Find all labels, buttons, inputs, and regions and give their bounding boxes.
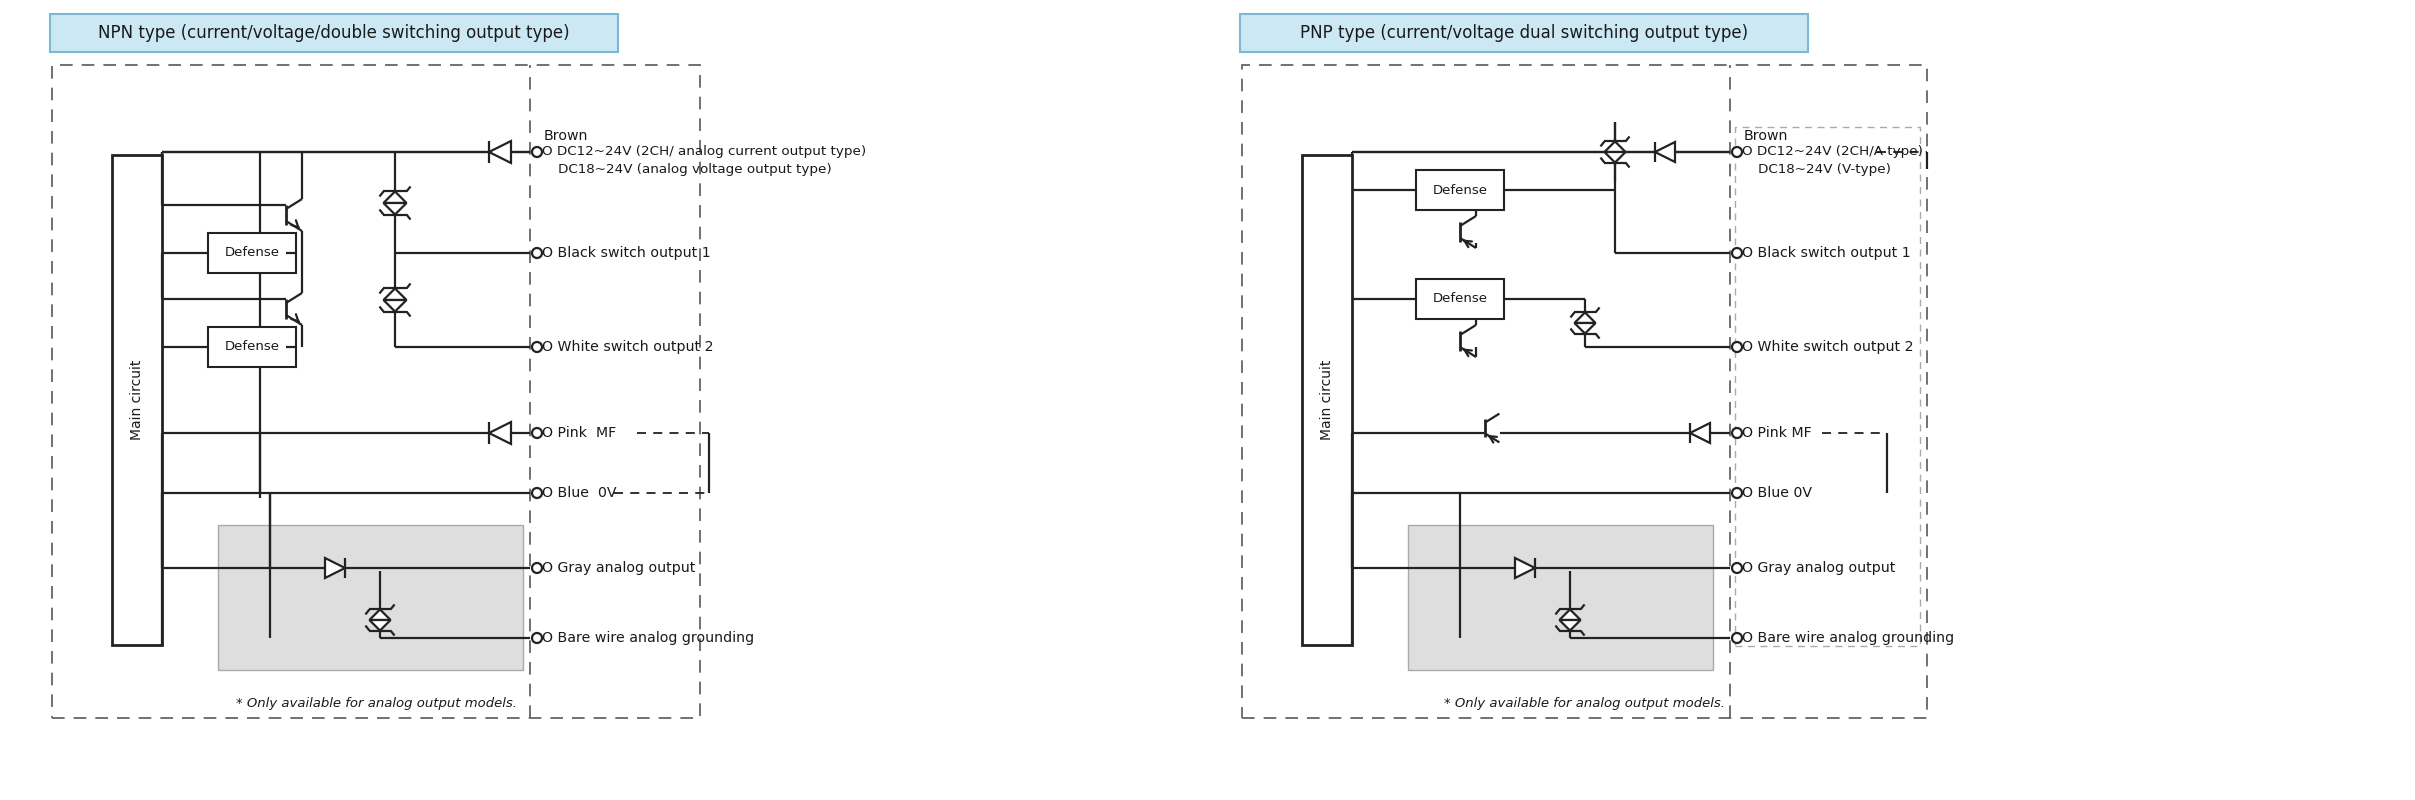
Text: Defense: Defense <box>225 246 280 259</box>
Circle shape <box>1732 428 1741 438</box>
Polygon shape <box>1604 152 1625 162</box>
Bar <box>1415 279 1505 319</box>
Bar <box>1734 127 1920 646</box>
Text: NPN type (current/voltage/double switching output type): NPN type (current/voltage/double switchi… <box>99 24 570 42</box>
Text: O Black switch output 1: O Black switch output 1 <box>1741 246 1910 260</box>
Text: O Pink MF: O Pink MF <box>1741 426 1811 440</box>
Circle shape <box>1732 563 1741 573</box>
Circle shape <box>531 147 541 157</box>
Text: Defense: Defense <box>1432 183 1488 197</box>
Text: O White switch output 2: O White switch output 2 <box>1741 340 1913 354</box>
Polygon shape <box>384 300 406 311</box>
Bar <box>208 233 297 273</box>
Text: O Blue  0V: O Blue 0V <box>541 486 616 500</box>
Text: * Only available for analog output models.: * Only available for analog output model… <box>1444 698 1724 710</box>
Text: Brown: Brown <box>1744 129 1790 143</box>
Circle shape <box>531 248 541 258</box>
Bar <box>217 525 524 670</box>
Text: O Black switch output 1: O Black switch output 1 <box>541 246 710 260</box>
Bar <box>208 327 297 367</box>
Bar <box>1241 65 1927 718</box>
Bar <box>1302 155 1352 645</box>
Text: DC18~24V (V-type): DC18~24V (V-type) <box>1758 162 1891 175</box>
Text: O White switch output 2: O White switch output 2 <box>541 340 712 354</box>
Polygon shape <box>384 289 406 300</box>
Text: O DC12~24V (2CH/ analog current output type): O DC12~24V (2CH/ analog current output t… <box>541 146 867 158</box>
Text: Defense: Defense <box>225 341 280 354</box>
Text: Brown: Brown <box>543 129 589 143</box>
Polygon shape <box>326 558 345 578</box>
Polygon shape <box>488 422 512 444</box>
Text: O Blue 0V: O Blue 0V <box>1741 486 1811 500</box>
Text: Main circuit: Main circuit <box>130 360 145 440</box>
Circle shape <box>531 428 541 438</box>
Circle shape <box>1732 248 1741 258</box>
Text: O Bare wire analog grounding: O Bare wire analog grounding <box>541 631 753 645</box>
Polygon shape <box>1575 323 1596 334</box>
Polygon shape <box>369 610 391 620</box>
Circle shape <box>531 563 541 573</box>
Bar <box>111 155 162 645</box>
Polygon shape <box>1514 558 1536 578</box>
Circle shape <box>1732 633 1741 643</box>
Text: O Bare wire analog grounding: O Bare wire analog grounding <box>1741 631 1954 645</box>
Text: O Gray analog output: O Gray analog output <box>1741 561 1896 575</box>
Polygon shape <box>384 203 406 214</box>
Polygon shape <box>1654 142 1676 162</box>
Bar <box>1239 14 1809 52</box>
Polygon shape <box>1560 620 1579 630</box>
Polygon shape <box>488 141 512 163</box>
Polygon shape <box>1575 313 1596 323</box>
Polygon shape <box>384 191 406 203</box>
Polygon shape <box>1690 423 1710 443</box>
Circle shape <box>531 342 541 352</box>
Circle shape <box>531 633 541 643</box>
Text: PNP type (current/voltage dual switching output type): PNP type (current/voltage dual switching… <box>1299 24 1748 42</box>
Text: O Gray analog output: O Gray analog output <box>541 561 696 575</box>
Text: DC18~24V (analog voltage output type): DC18~24V (analog voltage output type) <box>558 162 831 175</box>
Bar <box>51 14 618 52</box>
Text: O DC12~24V (2CH/A type): O DC12~24V (2CH/A type) <box>1741 146 1922 158</box>
Text: Main circuit: Main circuit <box>1321 360 1333 440</box>
Bar <box>1408 525 1712 670</box>
Bar <box>53 65 700 718</box>
Circle shape <box>1732 147 1741 157</box>
Bar <box>1415 170 1505 210</box>
Polygon shape <box>1560 610 1579 620</box>
Circle shape <box>1732 342 1741 352</box>
Polygon shape <box>1604 142 1625 152</box>
Polygon shape <box>369 620 391 630</box>
Text: O Pink  MF: O Pink MF <box>541 426 616 440</box>
Text: * Only available for analog output models.: * Only available for analog output model… <box>237 698 517 710</box>
Circle shape <box>531 488 541 498</box>
Circle shape <box>1732 488 1741 498</box>
Text: Defense: Defense <box>1432 293 1488 306</box>
